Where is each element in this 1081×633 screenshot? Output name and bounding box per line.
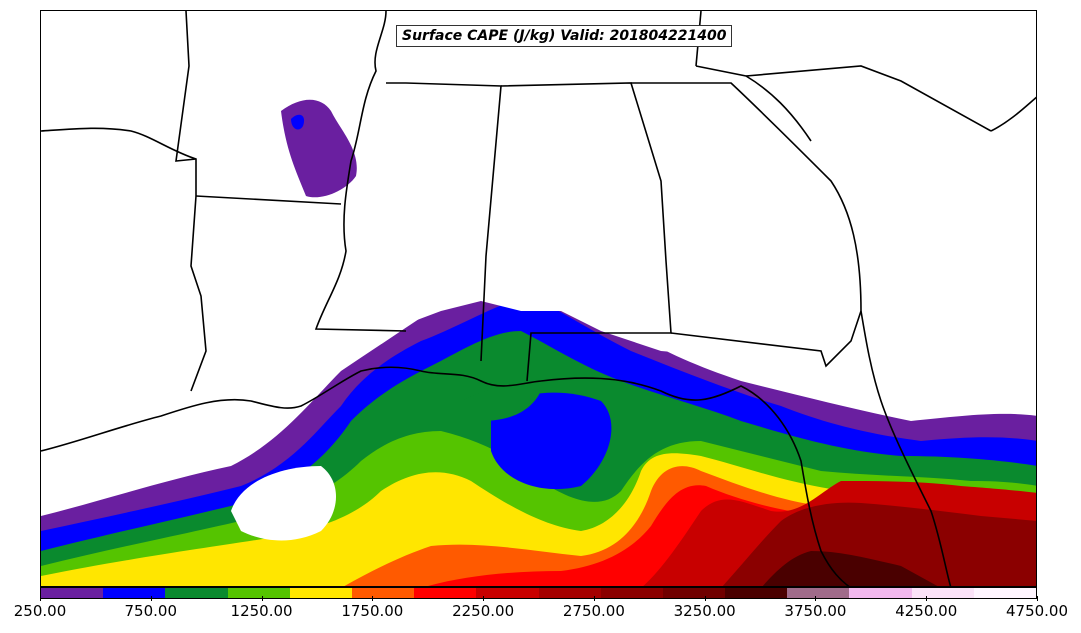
colorbar-tick-label: 250.00 — [13, 602, 67, 620]
colorbar-tick-mark — [815, 596, 816, 601]
map-title: Surface CAPE (J/kg) Valid: 201804221400 — [396, 25, 733, 47]
colorbar-segment — [289, 588, 352, 598]
colorbar-segment — [662, 588, 726, 598]
colorbar-tick-mark — [262, 596, 263, 601]
colorbar-tick-mark — [594, 596, 595, 601]
map-panel: Surface CAPE (J/kg) Valid: 201804221400 — [40, 10, 1037, 587]
cape-blob-green — [461, 385, 541, 421]
cape-gap-gulf — [231, 466, 336, 541]
cape-map — [41, 11, 1036, 586]
colorbar-segment — [911, 588, 974, 598]
cape-band-3250 — [762, 551, 938, 586]
colorbar-tick-mark — [926, 596, 927, 601]
colorbar-tick-label: 1250.00 — [230, 602, 293, 620]
colorbar-tick-label: 1750.00 — [341, 602, 404, 620]
colorbar-tick-label: 2250.00 — [452, 602, 515, 620]
colorbar-segment — [351, 588, 415, 598]
cape-blob-blue — [491, 392, 612, 490]
colorbar-tick-mark — [372, 596, 373, 601]
colorbar-segment — [476, 588, 539, 598]
colorbar-segment — [849, 588, 912, 598]
colorbar-tick-label: 4250.00 — [895, 602, 958, 620]
colorbar-segment — [787, 588, 850, 598]
colorbar — [40, 587, 1037, 599]
colorbar-tick-mark — [1037, 596, 1038, 601]
colorbar-segment — [41, 588, 104, 598]
state-borders — [41, 11, 1036, 586]
colorbar-tick-mark — [483, 596, 484, 601]
colorbar-segment — [725, 588, 788, 598]
colorbar-tick-label: 750.00 — [124, 602, 178, 620]
colorbar-tick-mark — [151, 596, 152, 601]
colorbar-segment — [538, 588, 601, 598]
colorbar-segment — [973, 588, 1036, 598]
colorbar-tick-label: 2750.00 — [562, 602, 625, 620]
colorbar-tick-label: 4750.00 — [1005, 602, 1069, 620]
colorbar-tick-mark — [40, 596, 41, 601]
cape-fields — [41, 99, 1036, 586]
colorbar-segment — [600, 588, 663, 598]
colorbar-labels: 250.00 750.00 1250.00 1750.00 2250.00 2750.00… — [0, 600, 1081, 630]
colorbar-tick-label: 3250.00 — [673, 602, 736, 620]
colorbar-segment — [414, 588, 477, 598]
colorbar-segment — [227, 588, 290, 598]
colorbar-tick-mark — [705, 596, 706, 601]
cape-blob-ar-blue-top — [291, 114, 305, 130]
colorbar-segment — [103, 588, 166, 598]
colorbar-segment — [165, 588, 228, 598]
colorbar-tick-label: 3750.00 — [784, 602, 847, 620]
